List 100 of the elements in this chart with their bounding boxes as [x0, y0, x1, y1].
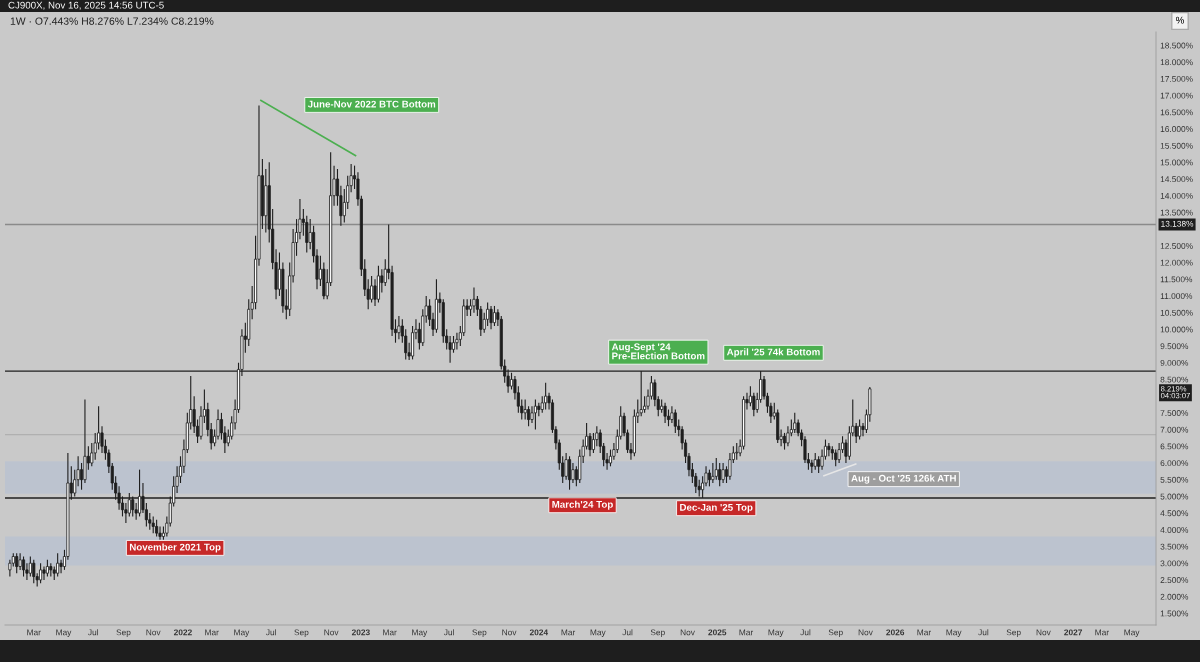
- candlestick: [472, 287, 476, 314]
- x-tick-label: Sep: [1006, 629, 1021, 637]
- y-tick-label: 12.000%: [1160, 259, 1193, 266]
- y-tick-label: 5.000%: [1160, 493, 1189, 500]
- x-tick-label: Mar: [383, 629, 397, 636]
- x-tick-label: 2022: [173, 629, 192, 636]
- y-tick-label: 10.000%: [1160, 326, 1193, 333]
- y-tick-label: 13.500%: [1160, 209, 1193, 216]
- x-tick-label: 2025: [708, 629, 727, 636]
- x-tick-label: Mar: [1095, 629, 1109, 636]
- annotation: Dec-Jan '25 Top: [680, 503, 753, 513]
- x-tick-label: May: [768, 629, 784, 637]
- chart-subtitle: CJ900X, Nov 16, 2025 14:56 UTC-5: [8, 1, 164, 10]
- x-tick-label: Jul: [622, 629, 633, 636]
- x-tick-label: May: [590, 629, 606, 637]
- y-tick-label: 1.500%: [1160, 610, 1189, 617]
- candlestick: [533, 398, 537, 431]
- y-tick-label: 4.500%: [1160, 510, 1189, 517]
- y-tick-label: 15.000%: [1160, 159, 1193, 166]
- annotation: November 2021 Top: [129, 543, 221, 553]
- candlestick: [714, 457, 718, 481]
- x-tick-label: Nov: [146, 629, 161, 636]
- x-tick-label: Sep: [650, 629, 665, 637]
- x-tick-label: Sep: [472, 629, 487, 637]
- candlestick: [711, 462, 715, 484]
- y-tick-label: 4.000%: [1160, 526, 1189, 533]
- annotation: Aug - Oct '25 126k ATH: [851, 474, 956, 484]
- annotation: June-Nov 2022 BTC Bottom: [307, 100, 436, 108]
- y-tick-label: 6.500%: [1160, 443, 1189, 450]
- y-tick-label: 6.000%: [1160, 460, 1189, 467]
- y-tick-label: 3.000%: [1160, 560, 1189, 567]
- candlestick: [523, 398, 527, 421]
- candlestick: [39, 562, 43, 584]
- y-tick-label: 17.000%: [1160, 92, 1193, 99]
- x-tick-label: Jul: [265, 629, 276, 636]
- candlestick: [15, 552, 19, 574]
- x-tick-label: Mar: [561, 629, 576, 636]
- y-tick-label: 18.500%: [1160, 42, 1193, 49]
- candlestick: [564, 452, 568, 481]
- y-tick-label: 9.500%: [1160, 343, 1189, 350]
- x-tick-label: Nov: [680, 629, 695, 636]
- x-tick-label: May: [946, 629, 962, 637]
- candlestick: [793, 412, 797, 434]
- x-tick-label: Nov: [324, 629, 339, 636]
- y-tick-label: 5.500%: [1160, 476, 1189, 483]
- y-tick-label: 2.500%: [1160, 577, 1189, 583]
- candlestick: [32, 559, 36, 584]
- candlestick: [18, 552, 22, 571]
- y-tick-label: 15.500%: [1160, 142, 1193, 149]
- candlestick: [827, 442, 831, 457]
- text: %: [1176, 16, 1184, 24]
- candlestick: [571, 462, 575, 484]
- candlestick: [718, 462, 722, 487]
- x-tick-label: Sep: [116, 629, 131, 637]
- candlestick: [489, 305, 493, 330]
- candlestick: [56, 552, 60, 578]
- y-tick-label: 8.500%: [1160, 376, 1189, 383]
- candlestick: [28, 555, 32, 578]
- x-tick-label: Jul: [443, 629, 454, 636]
- x-tick-label: May: [1124, 629, 1140, 637]
- candlestick: [567, 455, 572, 491]
- x-tick-label: Mar: [27, 629, 41, 636]
- x-tick-label: Nov: [502, 629, 517, 636]
- y-tick-label: 14.000%: [1160, 192, 1193, 199]
- candlestick: [492, 305, 496, 327]
- x-tick-label: 2027: [1064, 629, 1083, 636]
- y-tick-label: 14.500%: [1160, 176, 1193, 183]
- x-tick-label: 2023: [351, 629, 370, 636]
- candlestick: [721, 462, 725, 484]
- x-tick-label: May: [56, 629, 72, 637]
- candlestick: [858, 418, 862, 441]
- candlestick: [663, 402, 667, 424]
- y-tick-label: 17.500%: [1160, 75, 1193, 82]
- y-tick-label: 3.500%: [1160, 543, 1189, 550]
- y-tick-label: 9.000%: [1160, 359, 1189, 366]
- candlestick: [670, 405, 674, 424]
- candlestick: [544, 382, 548, 411]
- x-tick-label: 2024: [529, 629, 549, 636]
- candlestick: [59, 559, 63, 574]
- x-tick-label: Sep: [294, 629, 309, 637]
- x-tick-label: May: [412, 629, 428, 637]
- x-tick-label: Mar: [739, 629, 754, 636]
- candlestick: [397, 315, 401, 340]
- y-tick-label: 18.000%: [1160, 59, 1193, 66]
- y-tick-label: 16.000%: [1160, 126, 1193, 132]
- candlestick: [673, 408, 677, 434]
- y-tick-label: 16.500%: [1160, 109, 1193, 116]
- candlestick: [42, 565, 46, 581]
- y-tick-label: 11.000%: [1160, 293, 1193, 300]
- annotation: March'24 Top: [552, 500, 613, 510]
- x-tick-label: 2026: [886, 629, 905, 636]
- y-tick-label: 7.500%: [1160, 410, 1189, 416]
- x-tick-label: Sep: [828, 629, 843, 637]
- chart-title: 1W · O7.443% H8.276% L7.234% C8.219%: [10, 17, 214, 25]
- x-tick-label: Jul: [88, 629, 99, 636]
- annotation: Aug-Sept '24 Pre-Election Bottom: [611, 343, 705, 360]
- x-tick-label: Nov: [858, 629, 873, 636]
- y-tick-label: 12.500%: [1160, 243, 1193, 249]
- x-tick-label: Mar: [205, 629, 219, 636]
- candlestick: [376, 265, 380, 304]
